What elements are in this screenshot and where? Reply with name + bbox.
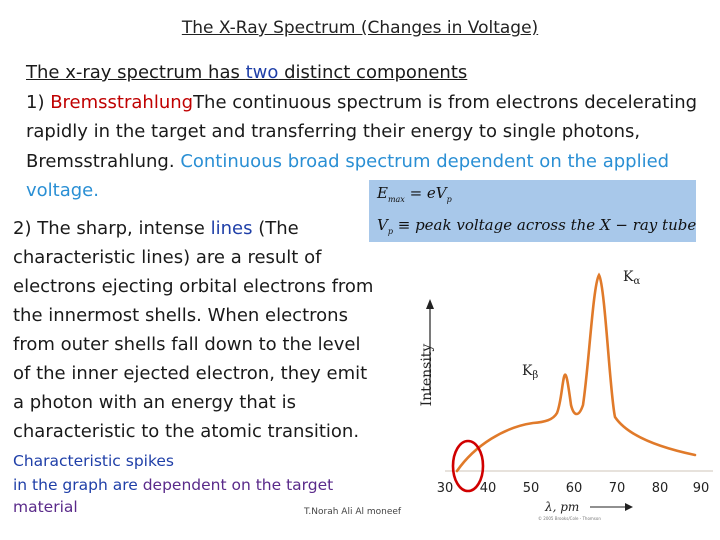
tick-50: 50 [523,481,540,496]
item2-lead: 2) The sharp, intense [13,218,211,239]
intro-paragraph: The x-ray spectrum has two distinct comp… [26,58,706,206]
item1-highlight: Continuous broad spectrum dependent on t… [26,150,670,202]
item-2: 2) The sharp, intense lines (The charact… [13,214,381,476]
tick-30: 30 [437,481,454,496]
tick-80: 80 [652,481,669,496]
tick-40: 40 [480,481,497,496]
item1-term: Bremsstrahlung [50,91,194,113]
cutoff-highlight-circle [451,439,485,493]
intro-two: two [245,62,279,83]
x-tick-labels: 30 40 50 60 70 80 90 [437,481,710,496]
x-axis-label: λ, pm [544,500,579,514]
formula-box: Emax = eVp Vp ≡ peak voltage across the … [369,180,696,242]
xray-spectrum-graph: Intensity 30 40 50 60 70 80 90 λ, pm Kα … [419,269,713,514]
item1-lead: 1) [26,91,51,113]
page-title: The X-Ray Spectrum (Changes in Voltage) [181,18,539,38]
y-axis-label: Intensity [419,344,435,407]
k-beta-label: Kβ [522,363,538,381]
tick-60: 60 [566,481,583,496]
copyright-note: © 2005 Brooks/Cole - Thomson [538,516,601,521]
footer-credit: T.Norah Ali Al moneef [304,507,402,517]
intro-text-a: The x-ray spectrum has [26,62,246,83]
item2-small-b: in the graph are [13,476,143,494]
k-alpha-label: Kα [623,269,640,287]
x-axis-arrowhead [625,503,633,511]
item1-body: The continuous spectrum is from electron… [26,91,698,172]
item2-spikes: Characteristic spikes [13,452,174,470]
formula-emax: Emax = eVp [377,184,452,204]
item2-small-d: material [13,498,78,516]
item2-small-c: dependent on the target [142,476,334,494]
tick-70: 70 [609,481,626,496]
tick-90: 90 [693,481,710,496]
item2-tail: in the graph are dependent on the target… [13,474,373,518]
formula-vp: Vp ≡ peak voltage across the X − ray tub… [377,216,697,236]
item2-body: (The characteristic lines) are a result … [13,218,374,442]
intro-line: The x-ray spectrum has two distinct comp… [26,58,706,88]
y-axis-arrowhead [426,299,434,309]
spectrum-curve [455,272,697,473]
item-1: 1) BremsstrahlungThe continuous spectrum… [26,88,706,206]
item2-lines: lines [210,218,253,239]
intro-text-c: distinct components [278,62,468,83]
